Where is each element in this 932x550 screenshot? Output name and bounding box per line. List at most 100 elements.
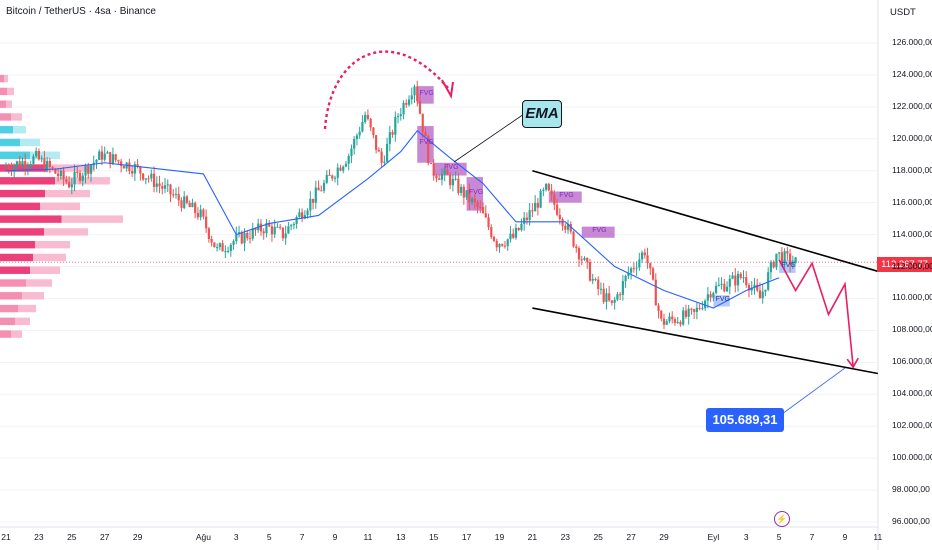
candle-body bbox=[76, 171, 79, 173]
candle-body bbox=[646, 255, 649, 263]
candle-body bbox=[100, 151, 104, 160]
candle-body bbox=[704, 300, 707, 309]
candle-body bbox=[769, 262, 773, 273]
candle-body bbox=[498, 244, 501, 248]
volume-profile-bar bbox=[4, 74, 8, 83]
candle-body bbox=[136, 164, 139, 167]
candle-body bbox=[421, 113, 424, 133]
candle-body bbox=[750, 287, 753, 291]
candle-body bbox=[517, 227, 520, 231]
candle-body bbox=[202, 209, 205, 217]
candle-body bbox=[375, 135, 378, 150]
candle-body bbox=[624, 275, 627, 282]
candle-body bbox=[794, 257, 797, 264]
candle-body bbox=[174, 193, 178, 195]
candle-body bbox=[701, 308, 704, 310]
fvg-label: FVG bbox=[592, 227, 607, 235]
x-tick-label: 21 bbox=[527, 532, 538, 542]
projection-path bbox=[778, 259, 854, 368]
candle-body bbox=[46, 160, 49, 171]
channel-lower-line bbox=[532, 307, 878, 375]
candle-body bbox=[487, 217, 490, 228]
candle-body bbox=[479, 206, 482, 208]
candle-body bbox=[608, 293, 611, 301]
candle-body bbox=[325, 174, 328, 183]
candle-body bbox=[679, 321, 682, 325]
candle-body bbox=[144, 178, 147, 180]
candle-body bbox=[693, 309, 696, 312]
candle-body bbox=[640, 252, 644, 260]
volume-profile-bar bbox=[11, 330, 22, 338]
candle-body bbox=[161, 186, 164, 189]
candle-body bbox=[229, 244, 232, 251]
candle-body bbox=[569, 224, 572, 232]
candle-body bbox=[764, 289, 767, 292]
candle-body bbox=[714, 285, 718, 293]
candle-body bbox=[630, 268, 633, 273]
candle-body bbox=[786, 251, 789, 254]
candle-body bbox=[460, 186, 463, 193]
x-tick-label: 23 bbox=[34, 532, 44, 542]
candle-body bbox=[490, 227, 493, 237]
candle-body bbox=[385, 143, 389, 162]
candle-body bbox=[199, 209, 202, 218]
candle-body bbox=[62, 170, 65, 180]
candle-body bbox=[183, 196, 186, 208]
candle-body bbox=[65, 179, 68, 183]
candle-body bbox=[599, 288, 603, 290]
volume-profile-bar bbox=[0, 87, 7, 96]
candle-body bbox=[109, 152, 112, 164]
volume-profile-bar bbox=[33, 253, 66, 262]
currency-label[interactable]: USDT bbox=[890, 7, 916, 18]
candle-body bbox=[605, 293, 608, 302]
candle-body bbox=[306, 210, 309, 216]
candle-body bbox=[638, 259, 641, 268]
candle-body bbox=[248, 238, 252, 240]
candle-body bbox=[660, 310, 663, 319]
candle-body bbox=[81, 175, 84, 181]
candle-body bbox=[48, 160, 51, 168]
y-tick-label: 96.000,00 bbox=[892, 516, 930, 526]
candle-body bbox=[575, 246, 578, 249]
candle-body bbox=[410, 95, 413, 100]
x-tick-label: 27 bbox=[99, 532, 110, 542]
x-tick-label: 9 bbox=[332, 532, 338, 542]
candle-body bbox=[155, 183, 158, 187]
candle-body bbox=[577, 248, 581, 260]
candle-body bbox=[739, 273, 742, 278]
candle-body bbox=[462, 186, 465, 198]
x-tick-label: 17 bbox=[461, 532, 472, 542]
candle-body bbox=[67, 182, 71, 188]
candle-body bbox=[240, 232, 243, 244]
candle-body bbox=[114, 154, 117, 161]
candle-body bbox=[555, 204, 559, 215]
candle-body bbox=[717, 284, 720, 286]
candle-body bbox=[103, 153, 106, 160]
candle-body bbox=[298, 212, 301, 217]
candle-body bbox=[355, 135, 359, 139]
candle-body bbox=[394, 116, 397, 135]
candle-body bbox=[218, 243, 221, 248]
candle-body bbox=[369, 118, 372, 128]
x-tick-label: 23 bbox=[560, 532, 571, 542]
candle-body bbox=[243, 232, 246, 244]
candle-body bbox=[59, 170, 62, 177]
x-tick-label: Eyl bbox=[707, 532, 720, 542]
candle-body bbox=[662, 318, 666, 325]
y-tick-label: 114.000,00 bbox=[892, 228, 932, 239]
candle-body bbox=[51, 167, 54, 169]
volume-profile-bar bbox=[0, 138, 20, 147]
channel-upper-line bbox=[532, 169, 879, 273]
candle-body bbox=[216, 247, 219, 249]
candle-body bbox=[194, 202, 197, 214]
volume-profile-bar bbox=[0, 74, 4, 83]
volume-profile-bar bbox=[22, 292, 44, 300]
candle-body bbox=[166, 184, 169, 186]
volume-profile-bar bbox=[40, 202, 80, 211]
fvg-zone-bullish bbox=[779, 260, 796, 273]
lightning-bolt-icon[interactable]: ⚡ bbox=[774, 511, 790, 527]
candle-body bbox=[438, 178, 441, 180]
candle-body bbox=[303, 215, 306, 219]
candle-body bbox=[632, 268, 635, 270]
